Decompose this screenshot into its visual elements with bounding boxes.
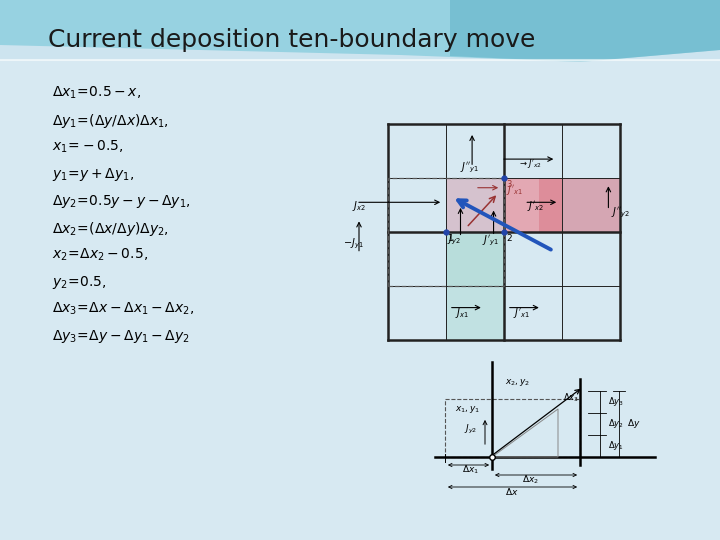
Text: $-J_{y1}$: $-J_{y1}$ [343,237,364,251]
Text: 1: 1 [448,234,454,243]
Text: $J_{y2}$: $J_{y2}$ [447,232,462,247]
Text: $\Delta x_3\!=\!\Delta x-\Delta x_1-\Delta x_2,$: $\Delta x_3\!=\!\Delta x-\Delta x_1-\Del… [52,301,194,318]
Text: 3: 3 [506,180,511,189]
Text: Current deposition ten-boundary move: Current deposition ten-boundary move [48,28,536,52]
Bar [446,178,504,232]
Text: $\Delta x_2\!=\!(\Delta x/\Delta y)\Delta y_2,$: $\Delta x_2\!=\!(\Delta x/\Delta y)\Delt… [52,220,169,238]
Text: $J'_{x1}$: $J'_{x1}$ [505,183,523,197]
Bar [504,178,562,232]
Polygon shape [450,0,720,62]
Text: $J''_{y2}$: $J''_{y2}$ [611,205,630,220]
Text: $J_{x2}$: $J_{x2}$ [352,199,366,213]
Bar [539,178,620,232]
Text: $\Delta y_1\!=\!(\Delta y/\Delta x)\Delta x_1,$: $\Delta y_1\!=\!(\Delta y/\Delta x)\Delt… [52,112,169,130]
Text: $J'_{x1}$: $J'_{x1}$ [513,306,530,320]
Text: $y_1\!=\!y+\Delta y_1,$: $y_1\!=\!y+\Delta y_1,$ [52,166,134,183]
Text: $\Delta x_3$: $\Delta x_3$ [563,392,579,404]
Text: 2: 2 [506,234,512,243]
Text: $\rightarrow J'_{x2}$: $\rightarrow J'_{x2}$ [518,157,542,170]
Bar [0,60,720,540]
Text: $J'_{x2}$: $J'_{x2}$ [527,199,544,213]
Text: $\Delta y_3\!=\!\Delta y-\Delta y_1-\Delta y_2$: $\Delta y_3\!=\!\Delta y-\Delta y_1-\Del… [52,328,190,345]
Text: $\Delta x$: $\Delta x$ [505,486,518,497]
Bar [388,178,504,286]
Polygon shape [0,0,720,62]
Text: $J'_{y1}$: $J'_{y1}$ [482,233,499,248]
Text: $x_2\!=\!\Delta x_2-0.5,$: $x_2\!=\!\Delta x_2-0.5,$ [52,247,148,264]
Text: $\Delta x_2$: $\Delta x_2$ [522,474,539,487]
Text: $\Delta x_1\!=\!0.5-x,$: $\Delta x_1\!=\!0.5-x,$ [52,85,141,102]
Text: $\Delta y$: $\Delta y$ [627,417,641,430]
Text: $J''_{y1}$: $J''_{y1}$ [461,160,480,175]
Text: $J_{y2}$: $J_{y2}$ [464,423,477,436]
Text: $J_{x1}$: $J_{x1}$ [455,306,469,320]
Bar [445,399,580,457]
Bar [504,178,562,232]
Text: $x_1\!=\!-0.5,$: $x_1\!=\!-0.5,$ [52,139,124,156]
Text: $x_2,y_2$: $x_2,y_2$ [505,377,531,388]
Text: $y_2\!=\!0.5,$: $y_2\!=\!0.5,$ [52,274,107,291]
Bar [446,178,504,232]
Text: $\Delta y_2\!=\!0.5y-y-\Delta y_1,$: $\Delta y_2\!=\!0.5y-y-\Delta y_1,$ [52,193,191,210]
Text: $\Delta x_1$: $\Delta x_1$ [462,464,479,476]
Text: $\Delta y_3$: $\Delta y_3$ [608,395,624,408]
Text: $\Delta y_1$: $\Delta y_1$ [608,440,624,453]
Bar [446,178,504,286]
Text: $x_1,y_1$: $x_1,y_1$ [455,404,480,415]
Text: $\Delta y_2$: $\Delta y_2$ [608,417,624,430]
Bar [446,286,504,340]
